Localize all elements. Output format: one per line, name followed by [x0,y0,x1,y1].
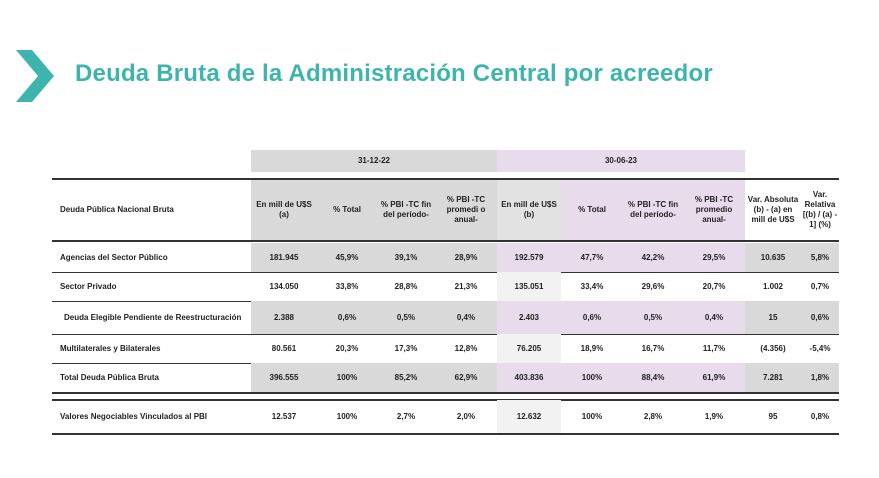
period-header-2: 30-06-23 [497,150,745,172]
table-cell: 1,8% [801,363,839,392]
table-cell: 45,9% [317,243,377,272]
table-cell: 7.281 [745,363,801,392]
table-cell: 0,7% [810,281,830,291]
table-cell: (4.356) [760,343,786,353]
table-cell: 2.403 [497,301,561,334]
table-cell: 16,7% [641,343,665,353]
header-label: Deuda Pública Nacional Bruta [60,205,174,214]
table-cell: 12,8% [454,343,478,353]
table-cell: 11,7% [702,343,726,353]
table-cell: 28,8% [394,281,418,291]
header-p2-pct-total: % Total [561,180,623,240]
table-cell: 20,3% [335,343,359,353]
table-cell: 2,7% [396,411,416,421]
table-cell: 17,3% [394,343,418,353]
table-cell: 100% [336,411,358,421]
table-cell: 1.002 [762,281,784,291]
table-cell: 47,7% [561,243,623,272]
table-cell: 29,6% [641,281,665,291]
table-cell: 403.836 [497,363,561,392]
page-title: Deuda Bruta de la Administración Central… [75,60,713,87]
row-label: Agencias del Sector Público [60,252,168,262]
table-cell: 2,8% [643,411,663,421]
table-cell: 0,6% [317,301,377,334]
table-cell: 88,4% [623,363,683,392]
table-cell: 0,5% [377,301,435,334]
table-cell: 192.579 [497,243,561,272]
header-p1-pbi-prom: % PBI -TC promedi o anual- [435,180,497,240]
table-cell: 12.632 [497,400,561,433]
table-cell: 39,1% [377,243,435,272]
table-cell: 100% [317,363,377,392]
period-header-1: 31-12-22 [251,150,497,172]
table-cell: 10.635 [745,243,801,272]
table-cell: 0,5% [623,301,683,334]
table-cell: 33,4% [580,281,604,291]
table-cell: 42,2% [623,243,683,272]
table-cell: 100% [581,411,603,421]
header-p1-pbi-fin: % PBI -TC fin del período- [377,180,435,240]
table-cell: 100% [561,363,623,392]
debt-table: 31-12-22 30-06-23 Deuda Pública Nacional… [52,150,839,440]
table-cell: 28,9% [435,243,497,272]
table-cell: 20,7% [702,281,726,291]
table-cell: 181.945 [251,243,317,272]
table-cell: 76.205 [497,334,561,363]
chevron-right-icon [16,50,54,102]
table-cell: 33,8% [335,281,359,291]
row-label: Total Deuda Pública Bruta [60,372,159,382]
table-cell: 0,8% [810,411,830,421]
header-var-abs: Var. Absoluta (b) - (a) en mill de U$S [747,195,799,224]
table-cell: 95 [768,411,778,421]
header-p2-pbi-prom: % PBI -TC promedio anual- [683,180,745,240]
row-label: Valores Negociables Vinculados al PBI [60,411,208,421]
table-cell: 134.050 [269,281,299,291]
row-label: Sector Privado [60,281,117,291]
table-cell: 396.555 [251,363,317,392]
header-p2-pbi-fin: % PBI -TC fin del período- [623,180,683,240]
table-cell: 2.388 [251,301,317,334]
row-label: Multilaterales y Bilaterales [60,343,161,353]
table-cell: 85,2% [377,363,435,392]
header-var-rel: Var. Relativa [(b) / (a) - 1] (%) [802,190,838,229]
header-p1-pct-total: % Total [317,180,377,240]
table-cell: 0,4% [435,301,497,334]
row-label: Deuda Elegible Pendiente de Reestructura… [64,312,242,322]
table-cell: 21,3% [454,281,478,291]
header-p1-amount: En mill de U$S (a) [251,180,317,240]
table-cell: 0,6% [801,301,839,334]
table-cell: -5,4% [809,343,831,353]
table-cell: 0,6% [561,301,623,334]
table-cell: 1,9% [704,411,724,421]
header-p2-amount: En mill de U$S (b) [497,180,561,240]
table-cell: 0,4% [683,301,745,334]
table-cell: 2,0% [456,411,476,421]
table-cell: 135.051 [497,272,561,301]
table-cell: 12.537 [271,411,297,421]
table-cell: 61,9% [683,363,745,392]
table-cell: 18,9% [580,343,604,353]
table-cell: 5,8% [801,243,839,272]
table-cell: 29,5% [683,243,745,272]
table-cell: 62,9% [435,363,497,392]
table-cell: 80.561 [271,343,297,353]
table-cell: 15 [745,301,801,334]
